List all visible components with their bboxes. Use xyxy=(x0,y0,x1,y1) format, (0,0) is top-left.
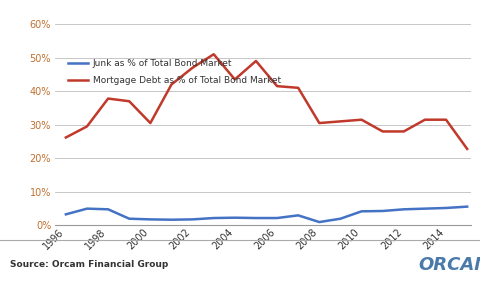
Mortgage Debt as % of Total Bond Market xyxy=(189,66,195,69)
Mortgage Debt as % of Total Bond Market xyxy=(63,136,69,139)
Junk as % of Total Bond Market xyxy=(463,205,469,208)
Junk as % of Total Bond Market xyxy=(295,214,300,217)
Junk as % of Total Bond Market xyxy=(168,218,174,221)
Mortgage Debt as % of Total Bond Market xyxy=(379,130,385,133)
Line: Mortgage Debt as % of Total Bond Market: Mortgage Debt as % of Total Bond Market xyxy=(66,54,466,149)
Junk as % of Total Bond Market xyxy=(421,207,427,210)
Junk as % of Total Bond Market xyxy=(126,217,132,221)
Mortgage Debt as % of Total Bond Market xyxy=(337,120,343,123)
Junk as % of Total Bond Market xyxy=(105,208,111,211)
Junk as % of Total Bond Market xyxy=(84,207,90,210)
Junk as % of Total Bond Market xyxy=(442,206,448,210)
Mortgage Debt as % of Total Bond Market xyxy=(231,78,237,81)
Mortgage Debt as % of Total Bond Market xyxy=(126,99,132,103)
Junk as % of Total Bond Market xyxy=(63,213,69,216)
Junk as % of Total Bond Market xyxy=(210,216,216,220)
Mortgage Debt as % of Total Bond Market xyxy=(84,125,90,128)
Mortgage Debt as % of Total Bond Market xyxy=(463,147,469,151)
Mortgage Debt as % of Total Bond Market xyxy=(105,97,111,100)
Text: ORCAM: ORCAM xyxy=(418,256,480,274)
Mortgage Debt as % of Total Bond Market xyxy=(421,118,427,121)
Mortgage Debt as % of Total Bond Market xyxy=(442,118,448,121)
Text: Source: Orcam Financial Group: Source: Orcam Financial Group xyxy=(10,260,168,269)
Mortgage Debt as % of Total Bond Market xyxy=(210,53,216,56)
Junk as % of Total Bond Market xyxy=(231,216,237,219)
Mortgage Debt as % of Total Bond Market xyxy=(168,83,174,86)
Mortgage Debt as % of Total Bond Market xyxy=(252,59,258,63)
Junk as % of Total Bond Market xyxy=(274,216,279,220)
Legend: Junk as % of Total Bond Market, Mortgage Debt as % of Total Bond Market: Junk as % of Total Bond Market, Mortgage… xyxy=(68,59,280,86)
Mortgage Debt as % of Total Bond Market xyxy=(274,84,279,88)
Mortgage Debt as % of Total Bond Market xyxy=(400,130,406,133)
Junk as % of Total Bond Market xyxy=(189,218,195,221)
Junk as % of Total Bond Market xyxy=(379,209,385,213)
Junk as % of Total Bond Market xyxy=(400,208,406,211)
Junk as % of Total Bond Market xyxy=(252,216,258,220)
Junk as % of Total Bond Market xyxy=(337,217,343,221)
Mortgage Debt as % of Total Bond Market xyxy=(295,86,300,90)
Junk as % of Total Bond Market xyxy=(358,210,364,213)
Line: Junk as % of Total Bond Market: Junk as % of Total Bond Market xyxy=(66,207,466,222)
Junk as % of Total Bond Market xyxy=(316,220,322,224)
Mortgage Debt as % of Total Bond Market xyxy=(147,121,153,125)
Mortgage Debt as % of Total Bond Market xyxy=(358,118,364,121)
Mortgage Debt as % of Total Bond Market xyxy=(316,121,322,125)
Junk as % of Total Bond Market xyxy=(147,218,153,221)
